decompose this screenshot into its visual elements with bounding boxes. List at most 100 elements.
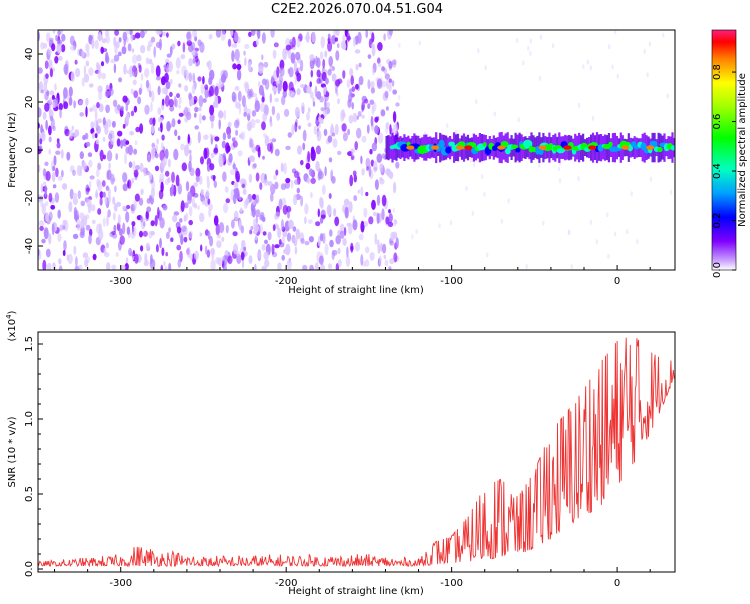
noise-speckle <box>250 225 254 231</box>
noise-speckle <box>51 43 56 52</box>
noise-speckle <box>151 142 156 149</box>
noise-speckle <box>261 216 266 223</box>
noise-speckle <box>45 119 48 131</box>
noise-speckle <box>188 58 193 67</box>
noise-speckle <box>52 184 57 189</box>
noise-speckle <box>178 112 184 117</box>
noise-speckle <box>279 59 285 70</box>
noise-speckle <box>122 183 128 192</box>
noise-speckle <box>218 153 222 163</box>
noise-speckle <box>208 34 213 40</box>
noise-speckle <box>42 42 48 49</box>
noise-speckle <box>287 211 290 219</box>
noise-speckle <box>42 168 47 177</box>
noise-speckle <box>163 261 166 267</box>
noise-speckle <box>350 154 355 161</box>
snr-marks <box>38 337 675 568</box>
signal-core-blob <box>640 142 647 151</box>
noise-speckle <box>197 131 201 144</box>
noise-speckle <box>261 54 264 61</box>
noise-speckle <box>253 163 257 168</box>
noise-speckle <box>169 91 173 97</box>
noise-speckle <box>135 164 141 171</box>
noise-speckle <box>337 259 342 267</box>
noise-speckle <box>228 153 233 163</box>
noise-speckle <box>355 83 359 90</box>
noise-speckle <box>278 198 283 211</box>
noise-speckle <box>51 171 56 183</box>
noise-speckle <box>38 164 41 173</box>
noise-speckle <box>143 261 148 266</box>
noise-speckle <box>132 79 137 86</box>
noise-speckle <box>205 189 210 198</box>
noise-speckle <box>322 86 327 96</box>
noise-speckle <box>252 93 257 98</box>
noise-speckle <box>54 192 60 203</box>
noise-speckle <box>316 129 322 142</box>
noise-speckle <box>381 208 385 221</box>
noise-speckle <box>122 205 126 211</box>
noise-speckle <box>175 174 180 187</box>
noise-speckle <box>86 198 92 208</box>
noise-speckle <box>168 98 174 108</box>
noise-speckle <box>348 92 353 103</box>
noise-speckle <box>328 157 333 163</box>
noise-speckle <box>221 140 226 149</box>
sparse-speckle <box>595 239 598 245</box>
noise-speckle <box>370 87 375 94</box>
x-tick-label: 0 <box>614 578 620 589</box>
noise-speckle <box>296 38 301 48</box>
noise-speckle <box>126 226 131 235</box>
noise-speckle <box>133 90 139 99</box>
noise-speckle <box>51 223 55 236</box>
noise-speckle <box>288 219 294 229</box>
noise-speckle <box>261 32 266 44</box>
noise-speckle <box>43 227 49 240</box>
noise-speckle <box>295 228 300 240</box>
sparse-speckle <box>570 264 573 270</box>
noise-speckle <box>95 189 98 199</box>
noise-speckle <box>343 226 347 236</box>
noise-speckle <box>381 80 387 88</box>
noise-speckle <box>379 255 382 266</box>
noise-speckle <box>216 240 222 249</box>
noise-speckle <box>73 206 77 218</box>
noise-speckle <box>282 204 288 215</box>
noise-speckle <box>371 199 376 210</box>
noise-speckle <box>180 200 185 213</box>
sparse-speckle <box>398 42 401 48</box>
noise-speckle <box>176 226 182 234</box>
noise-speckle <box>50 204 56 210</box>
noise-speckle <box>195 167 201 178</box>
noise-speckle <box>125 113 130 124</box>
noise-speckle <box>340 109 345 122</box>
sparse-speckle <box>500 218 503 224</box>
noise-speckle <box>267 181 273 186</box>
noise-speckle <box>255 194 260 204</box>
signal-peak <box>621 145 630 150</box>
noise-speckle <box>372 67 375 76</box>
noise-speckle <box>249 229 253 235</box>
noise-speckle <box>371 142 378 152</box>
noise-speckle <box>285 145 291 150</box>
noise-speckle <box>204 245 208 255</box>
noise-speckle <box>63 63 69 76</box>
sparse-speckle <box>515 38 519 43</box>
noise-speckle <box>348 114 354 124</box>
noise-speckle <box>42 259 47 270</box>
noise-speckle <box>38 107 42 118</box>
noise-speckle <box>61 169 64 178</box>
noise-speckle <box>214 136 220 142</box>
noise-speckle <box>200 83 205 95</box>
noise-speckle <box>306 85 312 94</box>
noise-speckle <box>154 144 159 152</box>
noise-speckle <box>134 253 139 264</box>
noise-speckle <box>39 226 44 231</box>
noise-speckle <box>352 112 358 123</box>
noise-speckle <box>143 167 147 177</box>
noise-speckle <box>198 175 203 185</box>
noise-speckle <box>295 51 301 61</box>
noise-speckle <box>273 174 277 180</box>
noise-speckle <box>319 196 323 208</box>
noise-speckle <box>72 192 78 199</box>
